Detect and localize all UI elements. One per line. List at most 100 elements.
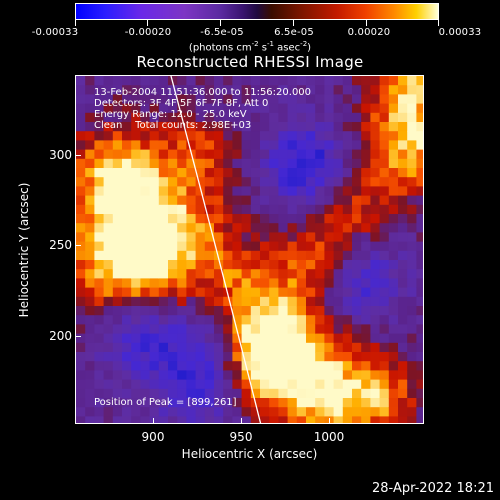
heatmap-cell <box>131 131 141 141</box>
heatmap-cell <box>85 379 95 390</box>
heatmap-cell <box>103 379 114 390</box>
heatmap-cell <box>103 315 114 325</box>
heatmap-cell <box>223 278 233 289</box>
footer-date: 28-Apr-2022 18:21 <box>372 481 494 496</box>
heatmap-cell <box>287 416 298 423</box>
heatmap-cell <box>342 352 353 362</box>
heatmap-cell <box>260 195 270 206</box>
heatmap-cell <box>269 388 279 399</box>
heatmap-cell <box>315 416 325 423</box>
heatmap-cell <box>214 398 224 408</box>
heatmap-cell <box>398 204 408 215</box>
heatmap-cell <box>158 177 169 187</box>
heatmap-cell <box>204 232 215 243</box>
heatmap-cell <box>214 76 224 86</box>
heatmap-cell <box>260 94 270 105</box>
heatmap-cell <box>278 131 289 141</box>
heatmap-cell <box>223 306 233 316</box>
heatmap-cell <box>195 140 206 151</box>
heatmap-cell <box>315 140 325 151</box>
heatmap-cell <box>85 296 95 307</box>
heatmap-cell <box>379 296 390 307</box>
heatmap-cell <box>407 352 417 362</box>
heatmap-cell <box>76 94 86 105</box>
heatmap-cell <box>306 407 316 417</box>
heatmap-cell <box>352 370 362 381</box>
heatmap-cell <box>407 195 417 206</box>
heatmap-cell <box>296 168 307 178</box>
heatmap-cell <box>168 361 178 371</box>
heatmap-cell <box>214 342 224 353</box>
heatmap-cell <box>149 140 160 151</box>
heatmap-cell <box>398 416 408 423</box>
heatmap-cell <box>287 168 298 178</box>
heatmap-cell <box>158 324 169 335</box>
heatmap-cell <box>287 241 298 252</box>
heatmap-cell <box>407 186 417 197</box>
heatmap-cell <box>352 122 362 132</box>
heatmap-cell <box>370 122 381 132</box>
heatmap-cell <box>342 315 353 325</box>
heatmap-cell <box>241 149 252 160</box>
heatmap-cell <box>333 416 344 423</box>
heatmap-cell <box>186 407 197 417</box>
heatmap-cell <box>287 250 298 261</box>
heatmap-cell <box>416 361 423 371</box>
heatmap-cell <box>407 388 417 399</box>
heatmap-cell <box>241 278 252 289</box>
heatmap-cell <box>306 296 316 307</box>
heatmap-cell <box>232 131 243 141</box>
heatmap-cell <box>140 342 151 353</box>
heatmap-cell <box>204 122 215 132</box>
heatmap-cell <box>287 158 298 169</box>
heatmap-cell <box>232 388 243 399</box>
heatmap-cell <box>342 324 353 335</box>
heatmap-cell <box>186 214 197 224</box>
heatmap-cell <box>149 122 160 132</box>
heatmap-cell <box>168 269 178 279</box>
heatmap-cell <box>149 112 160 123</box>
heatmap-cell <box>352 204 362 215</box>
heatmap-cell <box>131 214 141 224</box>
heatmap-cell <box>269 398 279 408</box>
heatmap-cell <box>352 94 362 105</box>
heatmap-cell <box>370 204 381 215</box>
heatmap-cell <box>296 204 307 215</box>
heatmap-cell <box>223 195 233 206</box>
heatmap-cell <box>315 250 325 261</box>
heatmap-cell <box>379 131 390 141</box>
heatmap-cell <box>85 223 95 233</box>
heatmap-cell <box>333 306 344 316</box>
heatmap-cell <box>333 140 344 151</box>
heatmap-cell <box>85 131 95 141</box>
heatmap-cell <box>214 370 224 381</box>
heatmap-cell <box>324 250 335 261</box>
heatmap-cell <box>342 158 353 169</box>
heatmap-cell <box>324 85 335 95</box>
heatmap-cell <box>287 370 298 381</box>
heatmap-cell <box>168 158 178 169</box>
heatmap-cell <box>370 333 381 344</box>
heatmap-cell <box>131 324 141 335</box>
heatmap-cell <box>398 398 408 408</box>
heatmap-cell <box>94 306 105 316</box>
heatmap-cell <box>342 204 353 215</box>
heatmap-cell <box>140 278 151 289</box>
heatmap-cell <box>241 287 252 298</box>
heatmap-cell <box>112 85 123 95</box>
heatmap-cell <box>232 315 243 325</box>
heatmap-cell <box>370 388 381 399</box>
heatmap-cell <box>85 352 95 362</box>
heatmap-cell <box>296 149 307 160</box>
heatmap-cell <box>177 260 187 270</box>
heatmap-cell <box>140 94 151 105</box>
heatmap-cell <box>333 333 344 344</box>
heatmap-cell <box>232 122 243 132</box>
heatmap-cell <box>204 112 215 123</box>
heatmap-cell <box>278 287 289 298</box>
heatmap-cell <box>388 112 399 123</box>
heatmap-cell <box>361 76 371 86</box>
heatmap-cell <box>407 324 417 335</box>
heatmap-cell <box>342 306 353 316</box>
heatmap-cell <box>278 85 289 95</box>
